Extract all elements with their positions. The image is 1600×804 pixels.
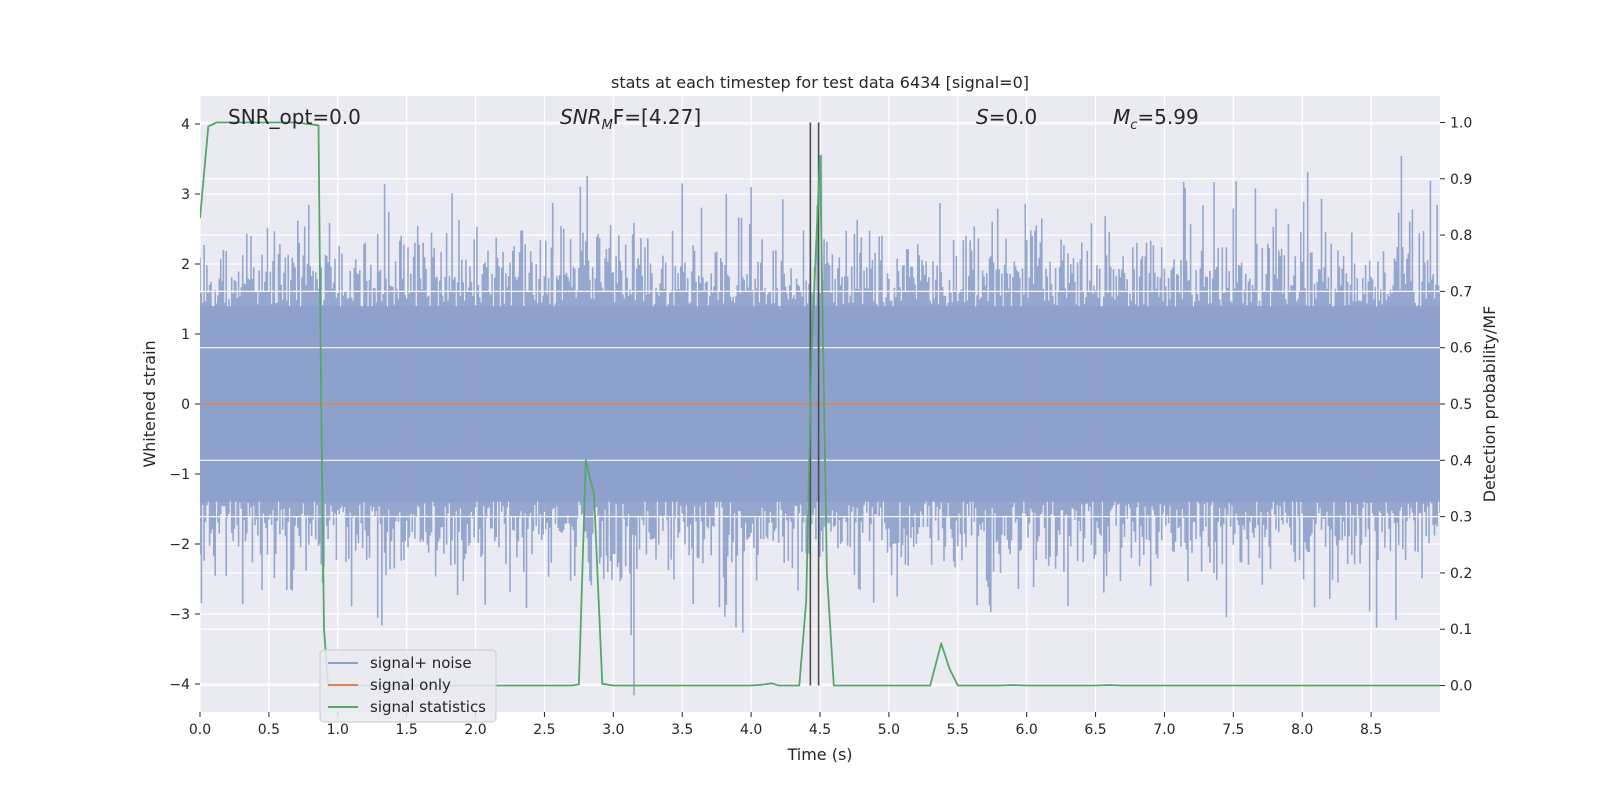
y-axis-label: Whitened strain <box>140 340 159 467</box>
y-tick-label: 3 <box>181 187 190 203</box>
x-tick-label: 1.0 <box>327 722 349 738</box>
annotation-mc-base: M <box>1113 105 1130 129</box>
x-axis-ticks: 0.0 0.5 1.0 1.5 2.0 2.5 3.0 3.5 4.0 4.5 5.0 5.5 6.0 6… <box>189 712 1382 738</box>
y-right-tick-label: 0.6 <box>1450 341 1472 357</box>
x-tick-label: 2.0 <box>464 722 486 738</box>
annotation-snr-mf: SNRMF=[4.27] <box>560 105 701 133</box>
x-tick-label: 3.0 <box>602 722 624 738</box>
y-right-tick-label: 0.5 <box>1450 397 1472 413</box>
x-tick-label: 7.0 <box>1153 722 1175 738</box>
y-axis-ticks: 4 3 2 1 0 −1 −2 −3 −4 <box>169 117 200 693</box>
y-tick-label: −2 <box>169 537 190 553</box>
annotation-s-rest: =0.0 <box>989 105 1038 129</box>
x-tick-label: 4.5 <box>809 722 831 738</box>
x-axis-label: Time (s) <box>786 745 852 764</box>
y-tick-label: 4 <box>181 117 190 133</box>
annotation-mc: Mc=5.99 <box>1113 105 1199 133</box>
y-right-tick-label: 0.7 <box>1450 284 1472 300</box>
x-tick-label: 1.5 <box>396 722 418 738</box>
legend-label-stats: signal statistics <box>370 698 486 716</box>
chart-title: stats at each timestep for test data 643… <box>611 73 1029 92</box>
x-tick-label: 8.5 <box>1360 722 1382 738</box>
y-right-tick-label: 0.2 <box>1450 566 1472 582</box>
annotation-s: S=0.0 <box>976 105 1037 129</box>
annotation-s-italic: S <box>976 105 989 129</box>
annotations: SNR_opt=0.0 SNRMF=[4.27] S=0.0 Mc=5.99 <box>228 105 1199 133</box>
y-right-tick-label: 0.3 <box>1450 510 1472 526</box>
annotation-snr-mf-base: SNR <box>560 105 602 129</box>
x-tick-label: 2.5 <box>533 722 555 738</box>
annotation-snr-opt: SNR_opt=0.0 <box>228 105 361 129</box>
x-tick-label: 8.0 <box>1291 722 1313 738</box>
signal-statistics-series <box>200 121 1440 687</box>
x-tick-label: 4.0 <box>740 722 762 738</box>
y-right-tick-label: 1.0 <box>1450 115 1472 131</box>
x-tick-label: 6.0 <box>1016 722 1038 738</box>
y-right-tick-label: 0.8 <box>1450 228 1472 244</box>
legend-box <box>319 649 497 723</box>
annotation-snr-mf-rest: F=[4.27] <box>613 105 701 129</box>
annotation-mc-rest: =5.99 <box>1137 105 1198 129</box>
annotation-mc-sub: c <box>1130 118 1137 133</box>
y-right-axis-ticks: 1.0 0.9 0.8 0.7 0.6 0.5 0.4 0.3 0.2 0.1 0.0 <box>1440 115 1472 695</box>
y-right-tick-label: 0.1 <box>1450 622 1472 638</box>
y-right-tick-label: 0.4 <box>1450 453 1472 469</box>
y-tick-label: 0 <box>181 397 190 413</box>
legend-label-noise: signal+ noise <box>370 654 472 672</box>
x-tick-label: 3.5 <box>671 722 693 738</box>
y-tick-label: −1 <box>169 467 190 483</box>
y-tick-label: 1 <box>181 327 190 343</box>
y-tick-label: −3 <box>169 607 190 623</box>
y-tick-label: 2 <box>181 257 190 273</box>
y-right-tick-label: 0.0 <box>1450 679 1472 695</box>
x-tick-label: 5.0 <box>878 722 900 738</box>
legend: signal+ noise signal only signal statist… <box>319 649 497 723</box>
x-tick-label: 5.5 <box>947 722 969 738</box>
signal-statistics-line <box>200 121 1440 687</box>
y-right-axis-label: Detection probability/MF <box>1480 306 1499 503</box>
x-tick-label: 0.5 <box>258 722 280 738</box>
x-tick-label: 6.5 <box>1084 722 1106 738</box>
x-tick-label: 7.5 <box>1222 722 1244 738</box>
y-right-tick-label: 0.9 <box>1450 172 1472 188</box>
y-tick-label: −4 <box>169 677 190 693</box>
annotation-snr-mf-sub: M <box>602 118 613 133</box>
x-tick-label: 0.0 <box>189 722 211 738</box>
legend-label-signal: signal only <box>370 676 451 694</box>
